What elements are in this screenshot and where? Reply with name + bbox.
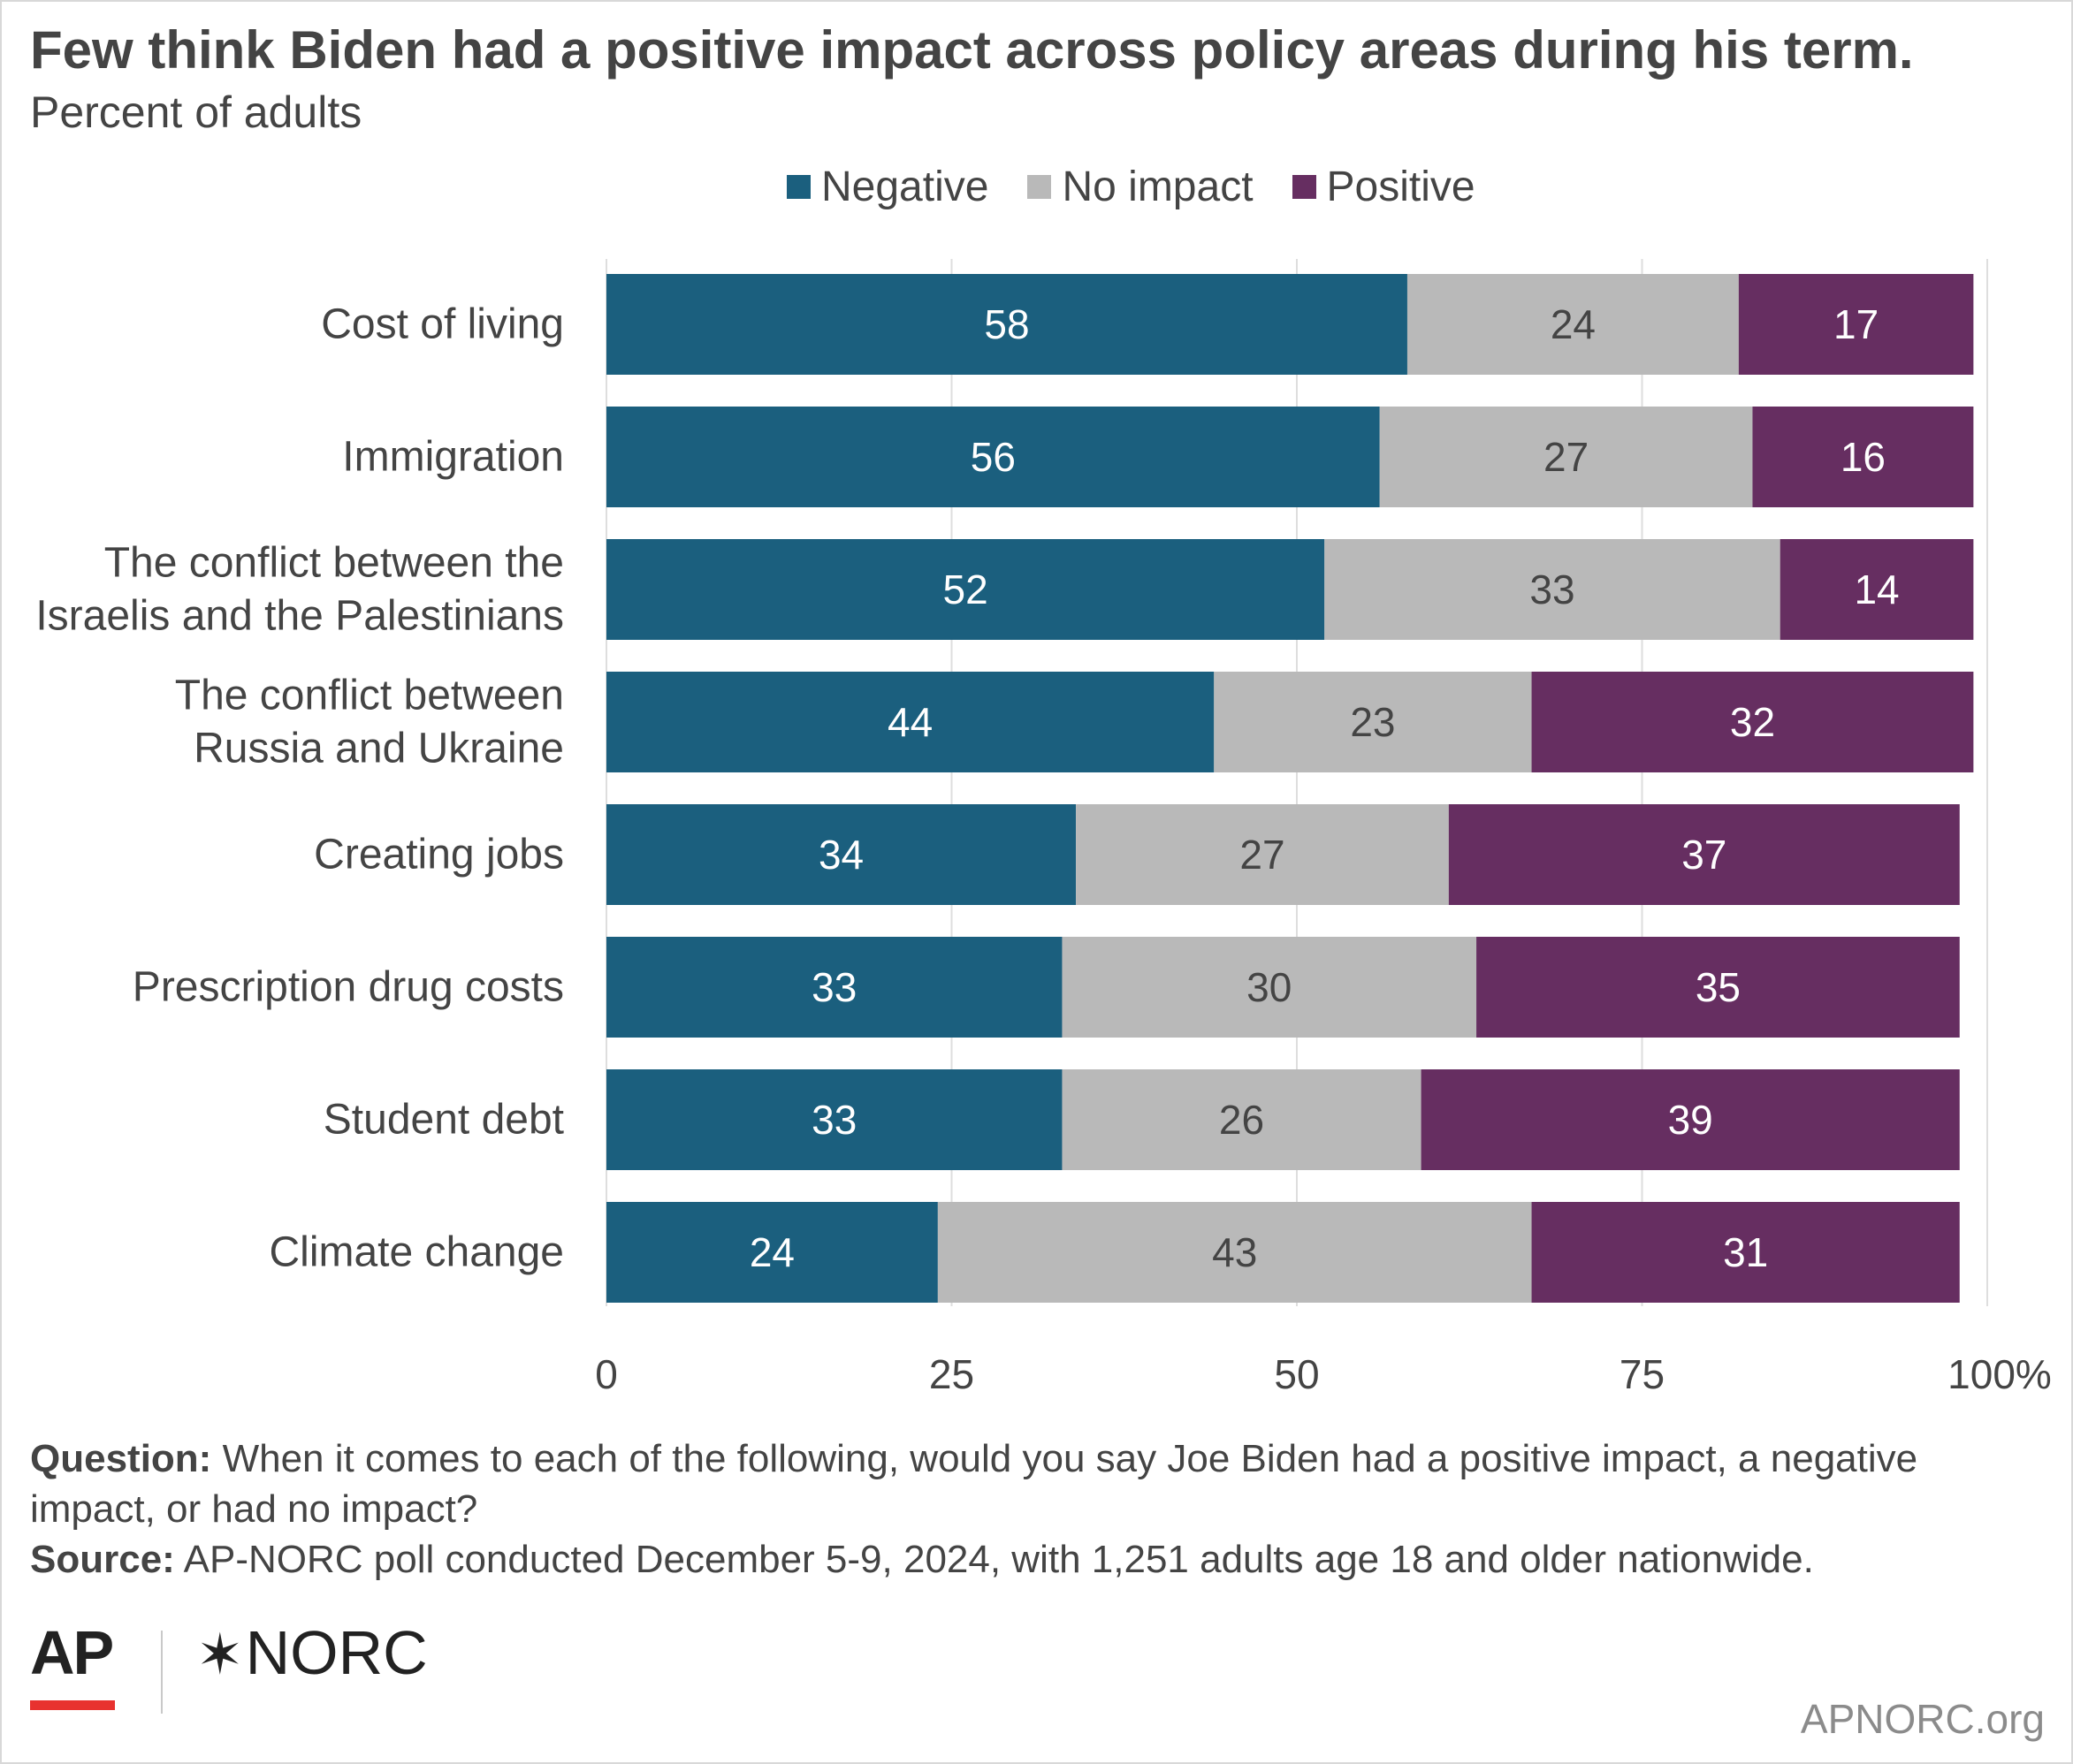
bar-no-impact (1062, 937, 1477, 1038)
category-label: Creating jobs (314, 832, 564, 878)
bar-no-impact (1379, 407, 1753, 507)
data-label-no-impact: 27 (1543, 434, 1589, 480)
bar-negative (606, 804, 1077, 905)
legend-swatch-positive (1292, 175, 1316, 199)
data-label-no-impact: 24 (1551, 301, 1596, 347)
category-label: The conflict between the (104, 540, 564, 587)
ap-logo-underline (30, 1700, 115, 1710)
data-label-no-impact: 33 (1529, 566, 1574, 612)
data-label-positive: 39 (1668, 1097, 1713, 1143)
data-label-no-impact: 43 (1212, 1229, 1257, 1275)
bar-positive (1752, 407, 1974, 507)
question-note: Question: When it comes to each of the f… (30, 1433, 2028, 1534)
norc-logo-text: NORC (245, 1618, 428, 1687)
data-label-no-impact: 30 (1246, 964, 1292, 1010)
data-label-no-impact: 23 (1350, 699, 1395, 745)
x-tick-label: 75 (1620, 1351, 1665, 1397)
x-tick-label: 25 (929, 1351, 974, 1397)
bar-negative (606, 1202, 938, 1303)
category-label: Prescription drug costs (133, 964, 564, 1011)
norc-logo: ✶NORC (196, 1617, 428, 1688)
category-label: Immigration (342, 434, 564, 481)
category-label: Cost of living (321, 301, 564, 348)
data-label-negative: 33 (812, 1097, 857, 1143)
category-label: Russia and Ukraine (194, 726, 564, 772)
source-text: AP-NORC poll conducted December 5-9, 202… (183, 1538, 1814, 1581)
bar-no-impact (1062, 1069, 1421, 1170)
stacked-bar-chart: 0 25 50 75 100% Cost of living 58 24 17 Immigrati… (35, 259, 2052, 1397)
x-tick-label: 50 (1274, 1351, 1319, 1397)
legend-label-no-impact: No impact (1062, 163, 1254, 210)
bar-positive (1531, 672, 1974, 772)
x-tick-label: 100% (1947, 1351, 2052, 1397)
source-label: Source: (30, 1538, 175, 1581)
legend: Negative No impact Positive (787, 163, 1514, 211)
ap-logo: AP (30, 1618, 114, 1687)
legend-swatch-no-impact (1027, 175, 1052, 199)
bar-negative (606, 937, 1063, 1038)
bar-no-impact (937, 1202, 1532, 1303)
data-label-negative: 34 (819, 832, 864, 878)
bar-no-impact (1406, 274, 1739, 375)
data-label-negative: 33 (812, 964, 857, 1010)
data-label-positive: 32 (1730, 699, 1775, 745)
legend-swatch-negative (787, 175, 811, 199)
data-label-positive: 31 (1723, 1229, 1768, 1275)
source-note: Source: AP-NORC poll conducted December … (30, 1534, 2028, 1585)
data-label-positive: 35 (1696, 964, 1741, 1010)
category-label: Student debt (324, 1097, 564, 1144)
bar-no-impact (1214, 672, 1532, 772)
bar-negative (606, 407, 1380, 507)
category-label: Climate change (269, 1229, 564, 1276)
bar-positive (1531, 1202, 1960, 1303)
chart-title: Few think Biden had a positive impact ac… (30, 20, 1914, 80)
bar-negative (606, 672, 1215, 772)
logo-divider (161, 1631, 163, 1714)
bar-positive (1421, 1069, 1960, 1170)
data-label-negative: 24 (750, 1229, 795, 1275)
bar-positive (1448, 804, 1960, 905)
bar-no-impact (1076, 804, 1449, 905)
bar-negative (606, 1069, 1063, 1170)
chart-subtitle: Percent of adults (30, 87, 362, 137)
chart-notes: Question: When it comes to each of the f… (30, 1433, 2028, 1585)
legend-label-positive: Positive (1326, 163, 1475, 210)
question-label: Question: (30, 1437, 212, 1480)
bar-negative (606, 274, 1407, 375)
data-label-positive: 16 (1841, 434, 1886, 480)
legend-item-no-impact: No impact (1027, 163, 1254, 211)
data-label-positive: 37 (1681, 832, 1726, 878)
data-label-negative: 52 (943, 566, 988, 612)
data-label-no-impact: 27 (1239, 832, 1284, 878)
bar-positive (1476, 937, 1960, 1038)
data-label-positive: 14 (1854, 566, 1899, 612)
data-label-negative: 44 (888, 699, 933, 745)
data-label-negative: 56 (971, 434, 1016, 480)
category-label: Israelis and the Palestinians (35, 593, 564, 640)
bar-no-impact (1324, 539, 1780, 640)
bar-positive (1780, 539, 1974, 640)
norc-star-icon: ✶ (196, 1623, 244, 1686)
data-label-negative: 58 (984, 301, 1029, 347)
bar-positive (1738, 274, 1974, 375)
question-text: When it comes to each of the following, … (30, 1437, 1918, 1531)
legend-item-negative: Negative (787, 163, 988, 211)
data-label-positive: 17 (1833, 301, 1879, 347)
site-url: APNORC.org (1800, 1696, 2045, 1742)
category-label: The conflict between (175, 673, 564, 719)
data-label-no-impact: 26 (1219, 1097, 1264, 1143)
legend-label-negative: Negative (821, 163, 989, 210)
legend-item-positive: Positive (1292, 163, 1475, 211)
x-tick-label: 0 (595, 1351, 618, 1397)
bar-negative (606, 539, 1325, 640)
